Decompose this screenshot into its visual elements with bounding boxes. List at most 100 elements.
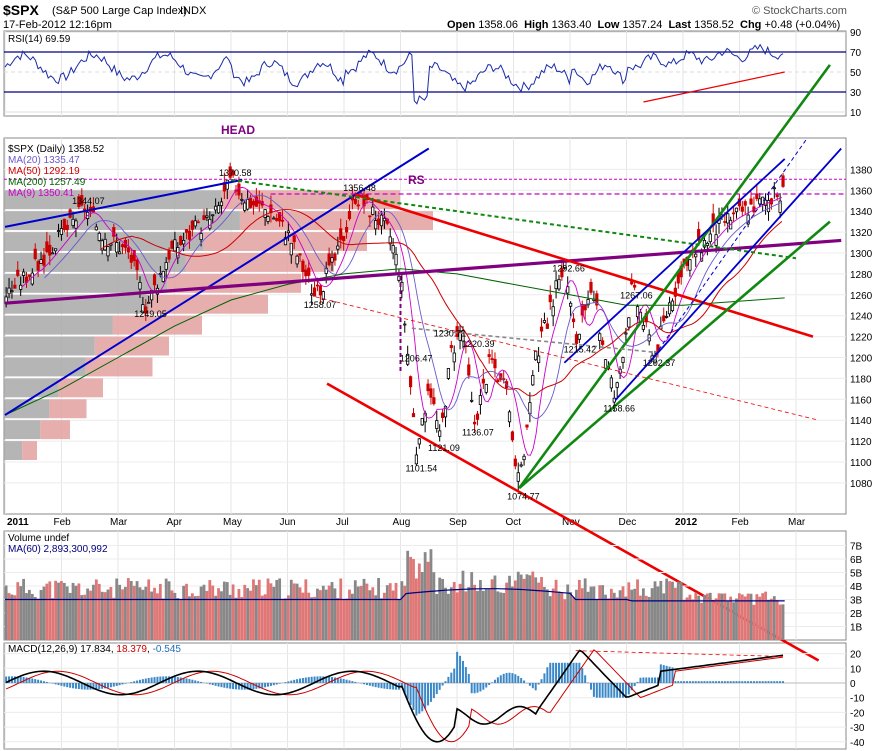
x-tick-label: Jun [280, 517, 296, 528]
volume-bar [13, 595, 17, 640]
price-tick-label: 1360 [850, 186, 873, 197]
candle-body [269, 204, 273, 214]
volume-bar [138, 587, 142, 640]
volume-bar [618, 590, 622, 640]
macd-hist-bar [208, 683, 211, 685]
symbol-name: (S&P 500 Large Cap Index) [52, 5, 187, 17]
macd-hist-bar [351, 681, 354, 683]
macd-hist-bar [153, 677, 156, 683]
volume-bar [438, 577, 442, 640]
volume-bar [83, 594, 87, 640]
volume-bar [234, 597, 238, 640]
volume-bar [543, 586, 546, 640]
volume-bar [28, 589, 31, 640]
volume-tick-label: 4B [850, 582, 863, 593]
volume-bar [388, 583, 392, 640]
volume-bar [385, 585, 389, 640]
volume-bar [583, 578, 587, 640]
macd-hist-bar [144, 678, 147, 683]
candle-body [376, 218, 381, 225]
candle-body [158, 272, 162, 275]
price-legend: $SPX (Daily) 1358.52 MA(20) 1335.47 MA(5… [8, 144, 104, 199]
volume-bar [318, 590, 322, 640]
candle-body [362, 195, 366, 207]
candle-body [775, 193, 779, 198]
macd-hist-bar [57, 683, 60, 686]
volume-bar [682, 599, 686, 640]
candle-body [478, 395, 483, 405]
price-point-label: 1258.07 [304, 300, 337, 310]
candle-body [609, 377, 613, 389]
macd-hist-bar [589, 683, 592, 690]
macd-hist-bar [499, 675, 502, 683]
legend-item-ma200: MA(200) 1257.49 [8, 177, 86, 188]
volume-bar [737, 593, 741, 640]
price-point-label: 1074.77 [507, 491, 540, 501]
volume-bar [417, 563, 421, 640]
candle-body [333, 253, 337, 261]
macd-hist-bar [523, 680, 526, 683]
candle-body [286, 230, 290, 234]
candle-body [318, 285, 322, 296]
volume-bar [455, 592, 459, 640]
volume-bar [211, 585, 215, 640]
legend-item-ma9: MA(9) 1350.41 [8, 188, 75, 199]
macd-hist-bar [272, 683, 275, 686]
volume-bar [423, 552, 427, 640]
x-tick-label: Dec [619, 517, 637, 528]
candle-body [36, 261, 40, 271]
volume-bar [348, 589, 351, 640]
candle-body [190, 220, 194, 230]
volume-bar [464, 591, 468, 640]
candle-body [10, 290, 14, 293]
macd-hist-bar [604, 683, 607, 698]
macd-hist-bar [461, 660, 464, 683]
volume-bar [537, 582, 541, 640]
macd-hist-bar [697, 681, 700, 683]
volume-bar [650, 588, 654, 640]
candle-body [513, 458, 517, 467]
candle-body [670, 300, 675, 312]
macd-tick-label: -10 [850, 694, 865, 705]
macd-hist-bar [578, 662, 581, 683]
macd-hist-bar [322, 676, 325, 683]
candle-body [353, 198, 357, 204]
macd-hist-bar [636, 681, 639, 683]
volume-profile-bar-gray [4, 420, 41, 440]
candle-body [208, 218, 212, 229]
candle-body [33, 248, 37, 260]
candle-body [42, 254, 46, 266]
candle-body [71, 218, 75, 226]
price-point-label: 1215.42 [564, 344, 597, 354]
panel-frame-rsi [3, 30, 847, 117]
volume-bar [761, 593, 765, 640]
price-point-label: 1370.58 [219, 168, 252, 178]
candle-body [45, 241, 49, 253]
volume-bar [150, 591, 154, 640]
macd-hist-bar [546, 667, 549, 683]
price-point-label: 1292.66 [552, 264, 585, 274]
volume-profile-bar-gray [4, 273, 168, 293]
macd-hist-bar [63, 683, 66, 687]
volume-bar [746, 593, 750, 640]
candle-body [452, 352, 456, 363]
volume-bar [420, 571, 424, 640]
volume-bar [575, 589, 578, 640]
volume-bar [167, 581, 171, 640]
trendline-gray-dashed [411, 327, 655, 354]
price-point-label: 1121.09 [428, 443, 460, 453]
volume-bar [310, 597, 314, 640]
candle-body [641, 324, 645, 330]
x-tick-label: Mar [788, 517, 806, 528]
volume-bar [764, 591, 767, 640]
macd-hist-bar [403, 683, 406, 694]
candle-body [490, 358, 494, 360]
macd-hist-bar [607, 683, 610, 698]
candle-body [13, 284, 17, 289]
macd-hist-bar [450, 672, 453, 683]
candle-body [7, 287, 11, 295]
candle-body [621, 357, 625, 363]
volume-bar [333, 588, 337, 640]
volume-bar [444, 587, 447, 640]
candle-body [356, 204, 360, 207]
